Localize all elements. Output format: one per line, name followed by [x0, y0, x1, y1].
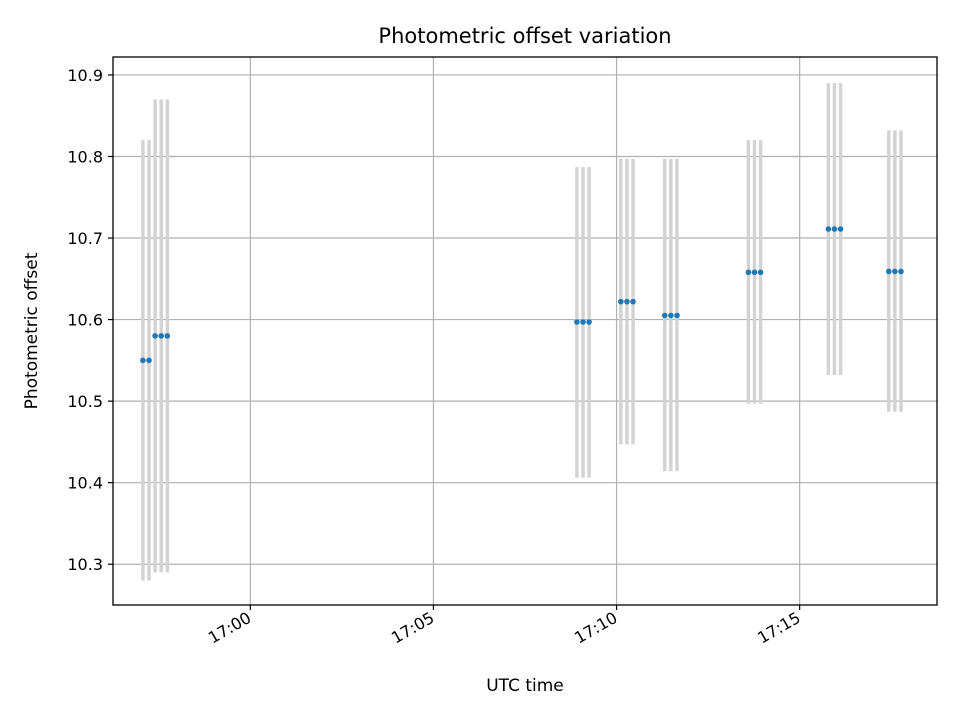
data-point	[892, 268, 898, 275]
plot-frame	[112, 56, 938, 606]
data-point	[825, 226, 832, 232]
y-axis-title: Photometric offset	[22, 252, 42, 409]
data-point	[164, 333, 171, 339]
y-tick-label: 10.9	[67, 66, 103, 85]
data-point	[574, 319, 580, 325]
x-axis-title: UTC time	[486, 676, 564, 696]
data-point	[898, 268, 904, 275]
data-point	[586, 319, 592, 325]
data-point	[745, 269, 752, 276]
data-point	[618, 298, 624, 305]
y-tick-label: 10.8	[67, 147, 103, 166]
data-point	[146, 357, 152, 364]
data-point	[624, 298, 630, 305]
y-tick-label: 10.7	[67, 229, 103, 248]
data-point	[152, 333, 158, 339]
y-tick-label: 10.5	[67, 392, 103, 411]
data-point	[158, 333, 165, 339]
data-point	[630, 298, 636, 305]
y-tick-label: 10.3	[67, 555, 103, 574]
chart-title: Photometric offset variation	[378, 24, 671, 48]
y-tick-label: 10.4	[67, 474, 103, 493]
data-point	[580, 319, 586, 325]
grid-layer	[113, 57, 937, 605]
data-point	[831, 226, 838, 232]
data-point	[661, 312, 668, 319]
data-point	[140, 357, 146, 364]
data-point	[757, 269, 764, 276]
data-point	[668, 312, 674, 319]
y-tick-label: 10.6	[67, 311, 103, 330]
data-point	[751, 269, 758, 276]
point-layer	[140, 226, 904, 364]
data-point	[674, 312, 680, 319]
data-point	[837, 226, 844, 232]
data-point	[885, 268, 892, 275]
